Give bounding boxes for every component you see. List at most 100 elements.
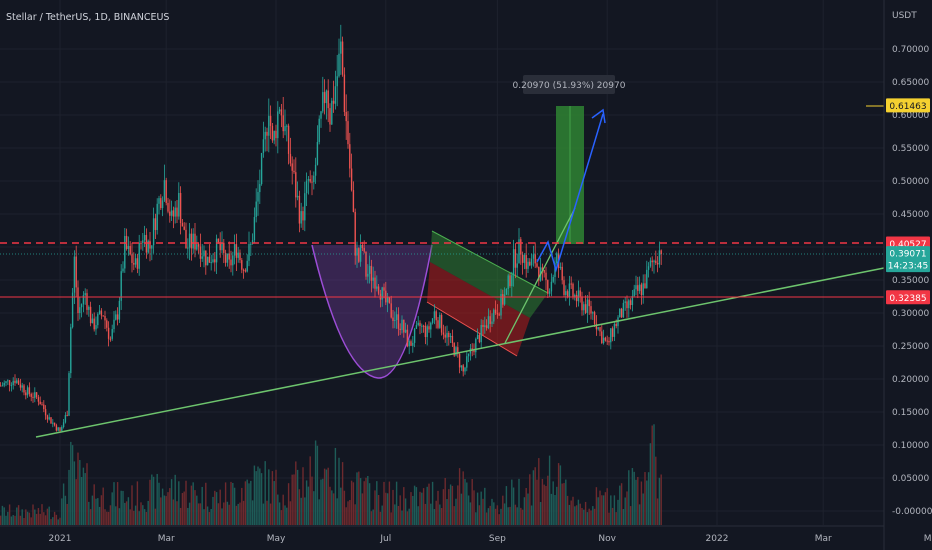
candle-body xyxy=(502,294,504,305)
volume-bar xyxy=(104,509,106,525)
channel-upper-band[interactable] xyxy=(430,231,548,318)
volume-bar xyxy=(55,514,58,525)
volume-bar xyxy=(527,493,529,525)
candle-body xyxy=(397,314,400,329)
volume-bar xyxy=(640,481,643,525)
volume-bar xyxy=(473,490,475,525)
candle-body xyxy=(565,291,567,295)
candle-body xyxy=(253,217,256,241)
candle-body xyxy=(428,326,430,330)
time-tick-label: Jul xyxy=(379,534,391,544)
candle-body xyxy=(449,335,452,338)
candle-body xyxy=(649,260,652,267)
candle-body xyxy=(214,259,216,263)
candle-body xyxy=(442,332,445,335)
candle-body xyxy=(286,125,288,127)
volume-bar xyxy=(370,511,373,525)
volume-bar xyxy=(197,503,200,525)
candle-body xyxy=(471,348,473,350)
candle-body xyxy=(5,381,7,383)
price-tick-label: 0.50000 xyxy=(892,177,929,187)
candle-body xyxy=(467,353,470,357)
candle-body xyxy=(201,256,203,259)
breakout-trendline[interactable] xyxy=(504,207,576,344)
candle-body xyxy=(44,409,47,416)
volume-bar xyxy=(525,487,527,525)
candle-body xyxy=(113,319,115,330)
volume-bar xyxy=(16,507,18,525)
volume-bar xyxy=(28,512,31,525)
volume-bar xyxy=(350,480,353,525)
volume-bar xyxy=(300,497,302,525)
candle-body xyxy=(302,211,304,221)
candle-body xyxy=(230,259,232,266)
candle-body xyxy=(646,269,648,289)
volume-bar xyxy=(39,513,41,525)
candle-body xyxy=(3,382,5,386)
volume-bar xyxy=(394,504,396,525)
candle-body xyxy=(615,323,617,327)
candle-body xyxy=(223,242,225,253)
volume-bar xyxy=(196,495,198,525)
volume-bar xyxy=(424,503,427,525)
candle-body xyxy=(244,270,247,272)
candle-body xyxy=(590,306,592,314)
long-term-trendline[interactable] xyxy=(35,267,885,438)
volume-bar xyxy=(509,506,511,525)
candle-body xyxy=(613,323,616,337)
candle-body xyxy=(107,327,110,339)
candle-body xyxy=(307,179,310,181)
candle-body xyxy=(332,100,335,104)
candle-body xyxy=(390,303,392,318)
volume-bar xyxy=(466,482,468,525)
volume-bar xyxy=(646,480,648,525)
volume-bar xyxy=(610,495,612,525)
candle-body xyxy=(592,312,594,314)
candle-body xyxy=(35,392,38,398)
channel-lower-band[interactable] xyxy=(427,262,530,356)
candle-body xyxy=(282,115,284,132)
volume-bar xyxy=(160,497,162,525)
price-tag-label: 0.32385 xyxy=(889,294,926,304)
volume-bar xyxy=(502,495,504,525)
volume-bar xyxy=(125,501,128,525)
volume-bar xyxy=(399,495,401,525)
volume-bar xyxy=(462,471,464,525)
candle-body xyxy=(656,262,659,265)
candle-body xyxy=(196,244,198,250)
candle-body xyxy=(457,347,459,354)
volume-bar xyxy=(368,483,371,525)
volume-bar xyxy=(449,484,452,525)
candle-body xyxy=(19,384,22,388)
price-tick-label: 0.45000 xyxy=(892,210,929,220)
cup-shape[interactable] xyxy=(312,245,432,379)
projection-arrow[interactable] xyxy=(536,113,604,273)
volume-bar xyxy=(66,503,68,525)
volume-bar xyxy=(655,456,657,525)
volume-bar xyxy=(163,495,166,525)
volume-bar xyxy=(482,498,484,525)
volume-bar xyxy=(262,503,265,525)
candle-body xyxy=(280,109,283,116)
candle-body xyxy=(30,393,32,397)
candle-body xyxy=(239,252,241,261)
candle-body xyxy=(124,236,126,269)
volume-bar xyxy=(239,502,241,525)
candle-body xyxy=(226,253,229,263)
cup-curve[interactable] xyxy=(311,244,433,379)
volume-bar xyxy=(316,445,319,525)
volume-bar xyxy=(170,479,173,525)
time-axis[interactable]: 2021 Mar May Jul Sep Nov 2022 Mar May xyxy=(0,525,932,544)
volume-bar xyxy=(124,502,126,525)
candle-body xyxy=(156,203,158,231)
candle-body xyxy=(435,311,437,321)
volume-bar xyxy=(471,479,473,525)
volume-bar xyxy=(338,457,340,525)
candle-body xyxy=(494,309,497,313)
volume-bar xyxy=(543,484,545,525)
candle-body xyxy=(255,201,257,218)
candle-body xyxy=(520,239,522,255)
volume-bar xyxy=(318,499,320,525)
volume-bar xyxy=(359,478,362,525)
